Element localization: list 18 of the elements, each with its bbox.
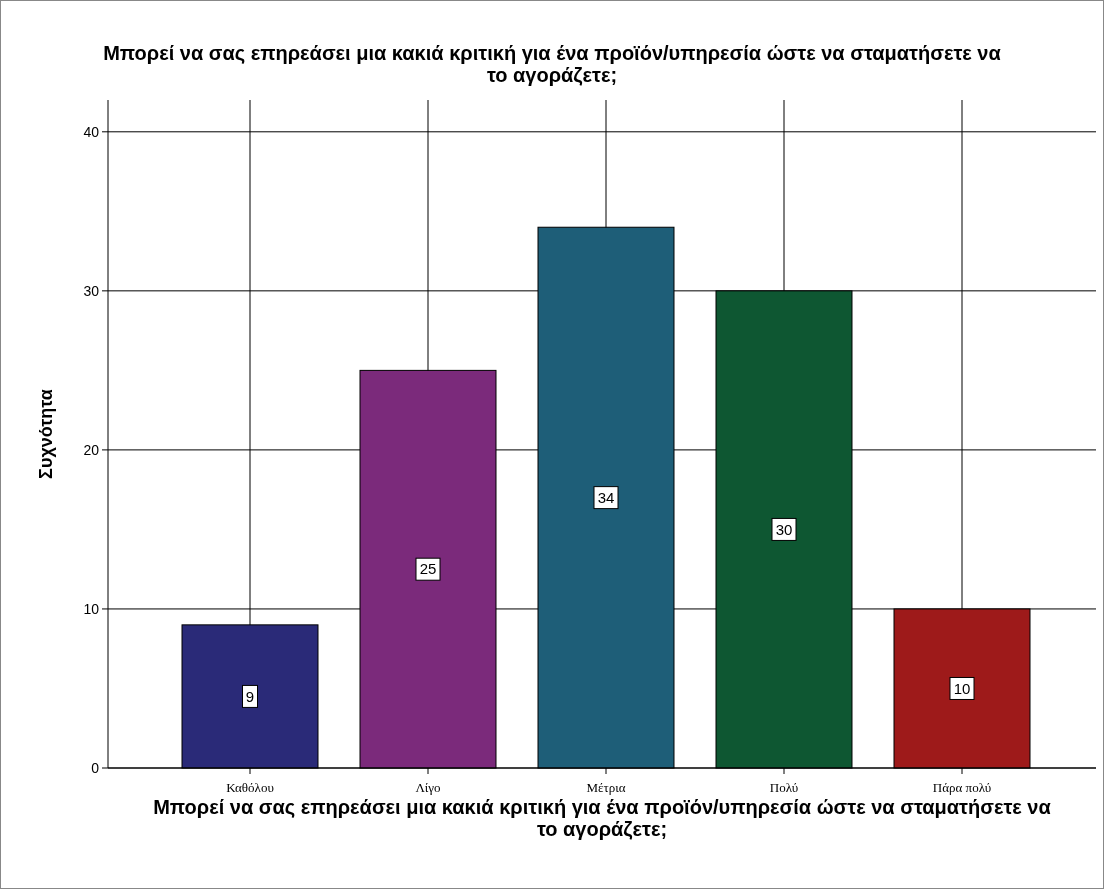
x-tick-label: Λίγο <box>415 780 441 795</box>
y-tick-label: 40 <box>83 123 100 140</box>
data-label: 30 <box>775 520 793 538</box>
data-label: 10 <box>953 679 971 697</box>
y-tick-label: 20 <box>83 441 100 458</box>
y-tick-label: 0 <box>91 759 100 776</box>
chart-title: Μπορεί να σας επηρεάσει μια κακιά κριτική για ένα προϊόν/υπηρεσία ώστε να σταματήσετε να το αγοράζετε; <box>103 42 1002 86</box>
data-label: 9 <box>245 687 255 705</box>
data-label: 25 <box>419 560 437 578</box>
y-axis-title: Συχνότητα <box>36 389 56 479</box>
x-tick-label: Πολύ <box>769 780 799 795</box>
data-label: 34 <box>597 488 615 506</box>
x-tick-label: Πάρα πολύ <box>932 780 992 795</box>
x-axis-title: Μπορεί να σας επηρεάσει μια κακιά κριτική για ένα προϊόν/υπηρεσία ώστε να σταματήσετε να το αγοράζετε; <box>153 796 1052 840</box>
x-tick-label: Μέτρια <box>586 780 626 795</box>
y-tick-label: 30 <box>83 282 100 299</box>
x-tick-label: Καθόλου <box>226 780 274 795</box>
y-tick-label: 10 <box>83 600 100 617</box>
